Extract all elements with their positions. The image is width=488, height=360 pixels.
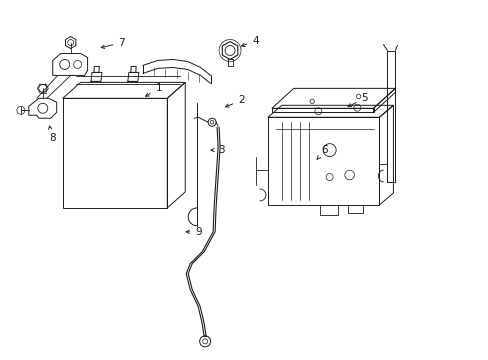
Text: 3: 3 bbox=[210, 145, 224, 155]
Text: 7: 7 bbox=[101, 37, 125, 49]
Text: 5: 5 bbox=[347, 93, 367, 107]
Text: 6: 6 bbox=[316, 145, 327, 159]
Text: 8: 8 bbox=[48, 126, 55, 143]
Text: 4: 4 bbox=[241, 36, 258, 46]
Text: 9: 9 bbox=[185, 227, 202, 237]
Text: 2: 2 bbox=[225, 95, 244, 107]
Text: 1: 1 bbox=[145, 84, 162, 96]
